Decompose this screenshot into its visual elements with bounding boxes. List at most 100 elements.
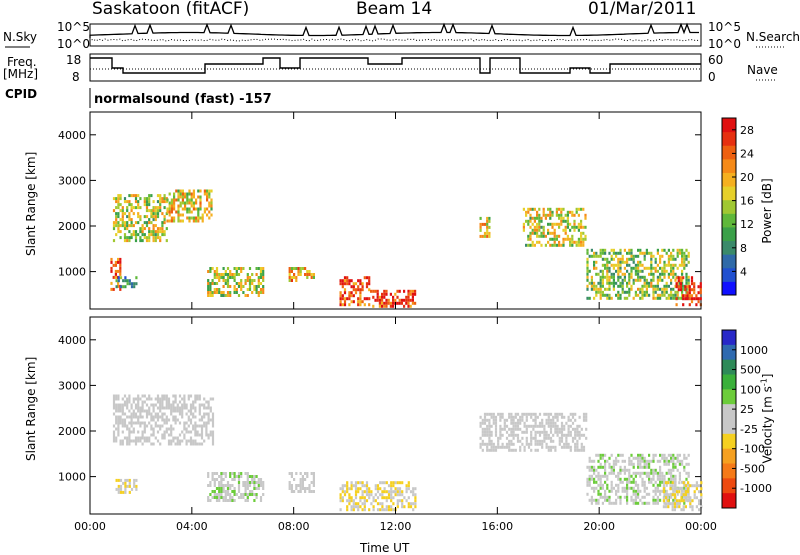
echo-cell bbox=[190, 216, 193, 220]
echo-cell bbox=[112, 430, 116, 434]
echo-cell bbox=[652, 293, 655, 297]
echo-cell bbox=[588, 296, 591, 300]
echo-cell bbox=[181, 412, 184, 416]
echo-cell bbox=[218, 288, 221, 291]
echo-cell bbox=[213, 288, 216, 291]
echo-cell bbox=[593, 471, 596, 475]
echo-cell bbox=[405, 301, 408, 305]
echo-cell bbox=[630, 251, 633, 255]
echo-cell bbox=[659, 477, 662, 481]
echo-cell bbox=[693, 291, 696, 295]
echo-cell bbox=[213, 493, 216, 496]
echo-cell bbox=[195, 201, 198, 205]
echo-cell bbox=[224, 472, 227, 475]
echo-cell bbox=[555, 210, 558, 214]
echo-cell bbox=[128, 421, 131, 425]
echo-cell bbox=[383, 304, 386, 308]
echo-cell bbox=[612, 263, 615, 267]
echo-cell bbox=[586, 284, 589, 288]
echo-cell bbox=[123, 236, 127, 240]
echo-cell bbox=[387, 484, 391, 488]
echo-cell bbox=[512, 415, 515, 419]
echo-cell bbox=[128, 481, 131, 485]
echo-cell bbox=[181, 207, 184, 211]
echo-cell bbox=[689, 502, 692, 506]
echo-cell bbox=[203, 397, 206, 401]
echo-cell bbox=[183, 433, 186, 437]
echo-cell bbox=[128, 409, 131, 413]
echo-cell bbox=[126, 406, 129, 410]
echo-cell bbox=[168, 201, 171, 205]
echo-cell bbox=[299, 472, 302, 475]
echo-cell bbox=[661, 278, 664, 282]
echo-cell bbox=[181, 219, 184, 223]
echo-cell bbox=[654, 296, 657, 300]
echo-cell bbox=[672, 477, 675, 481]
echo-cell bbox=[601, 248, 604, 252]
echo-cell bbox=[599, 480, 602, 484]
power-colorbar-segment bbox=[722, 240, 736, 255]
echo-cell bbox=[652, 456, 655, 460]
echo-cell bbox=[352, 499, 355, 503]
echo-cell bbox=[569, 210, 572, 214]
echo-cell bbox=[231, 490, 234, 493]
echo-cell bbox=[354, 496, 358, 500]
x-tick-label: 00:00 bbox=[74, 520, 106, 533]
echo-cell bbox=[670, 263, 673, 267]
station-title: Saskatoon (fitACF) bbox=[92, 0, 250, 19]
echo-cell bbox=[601, 290, 604, 294]
echo-cell bbox=[412, 487, 415, 491]
echo-cell bbox=[650, 272, 653, 276]
echo-cell bbox=[547, 424, 550, 428]
beam-title: Beam 14 bbox=[356, 0, 433, 19]
echo-cell bbox=[630, 272, 633, 276]
echo-cell bbox=[186, 201, 189, 205]
echo-cell bbox=[398, 499, 402, 503]
echo-cell bbox=[385, 499, 388, 503]
freq-label: Freq. bbox=[7, 55, 37, 69]
echo-cell bbox=[128, 427, 131, 431]
echo-cell bbox=[606, 269, 609, 273]
echo-cell bbox=[508, 412, 511, 416]
echo-cell bbox=[597, 459, 600, 463]
echo-cell bbox=[165, 212, 168, 216]
echo-cell bbox=[139, 421, 142, 425]
echo-cell bbox=[165, 400, 168, 404]
echo-cell bbox=[571, 439, 575, 443]
echo-cell bbox=[117, 227, 120, 231]
echo-cell bbox=[532, 424, 535, 428]
echo-cell bbox=[170, 442, 173, 446]
echo-cell bbox=[352, 300, 355, 304]
echo-cell bbox=[641, 453, 644, 457]
echo-cell bbox=[650, 281, 653, 285]
echo-cell bbox=[381, 301, 384, 305]
echo-cell bbox=[531, 228, 534, 232]
echo-cell bbox=[532, 418, 535, 422]
echo-cell bbox=[673, 508, 676, 512]
echo-cell bbox=[531, 240, 534, 244]
echo-cell bbox=[650, 471, 653, 475]
echo-cell bbox=[224, 282, 227, 285]
echo-cell bbox=[578, 436, 581, 440]
echo-cell bbox=[176, 442, 179, 446]
echo-cell bbox=[401, 493, 404, 497]
echo-cell bbox=[262, 273, 265, 276]
echo-cell bbox=[414, 487, 417, 491]
echo-cell bbox=[134, 206, 138, 210]
echo-cell bbox=[196, 394, 199, 398]
echo-cell bbox=[173, 204, 176, 208]
echo-cell bbox=[159, 409, 162, 413]
echo-cell bbox=[201, 216, 204, 220]
echo-cell bbox=[401, 502, 404, 506]
echo-cell bbox=[683, 489, 686, 493]
echo-cell bbox=[659, 492, 662, 496]
echo-cell bbox=[634, 483, 637, 487]
echo-cell bbox=[259, 270, 263, 273]
echo-cell bbox=[188, 192, 191, 196]
echo-cell bbox=[691, 499, 694, 503]
echo-cell bbox=[560, 243, 563, 247]
echo-cell bbox=[178, 439, 182, 443]
echo-cell bbox=[179, 195, 182, 199]
echo-cell bbox=[365, 481, 369, 485]
cpid-label: CPID bbox=[5, 87, 38, 101]
